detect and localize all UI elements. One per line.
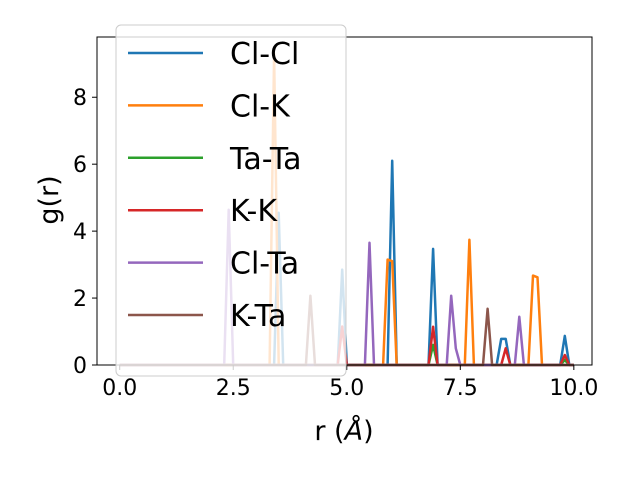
legend-label: K-K bbox=[230, 194, 278, 229]
legend-label: Cl-Cl bbox=[230, 37, 299, 72]
legend-label: K-Ta bbox=[230, 299, 286, 334]
y-tick-label: 4 bbox=[73, 220, 87, 245]
x-tick-label: 0.0 bbox=[102, 376, 137, 401]
x-axis-label: r (Å) bbox=[314, 415, 373, 447]
legend-label: Cl-K bbox=[230, 89, 291, 124]
x-tick-label: 10.0 bbox=[549, 376, 598, 401]
y-tick-label: 0 bbox=[73, 354, 87, 379]
legend-label: Cl-Ta bbox=[230, 247, 299, 282]
y-tick-label: 2 bbox=[73, 287, 87, 312]
legend-box bbox=[115, 24, 347, 377]
x-tick-label: 7.5 bbox=[443, 376, 478, 401]
x-tick-label: 5.0 bbox=[329, 376, 364, 401]
y-axis-label: g(r) bbox=[34, 175, 65, 224]
x-tick-label: 2.5 bbox=[216, 376, 251, 401]
y-tick-label: 6 bbox=[73, 153, 87, 178]
legend-label: Ta-Ta bbox=[229, 142, 302, 177]
y-axis: 0 2 4 6 8 bbox=[73, 86, 97, 379]
legend: Cl-Cl Cl-K Ta-Ta K-K Cl-Ta K-Ta bbox=[115, 24, 347, 377]
y-tick-label: 8 bbox=[73, 86, 87, 111]
x-axis: 0.0 2.5 5.0 7.5 10.0 bbox=[102, 365, 598, 401]
